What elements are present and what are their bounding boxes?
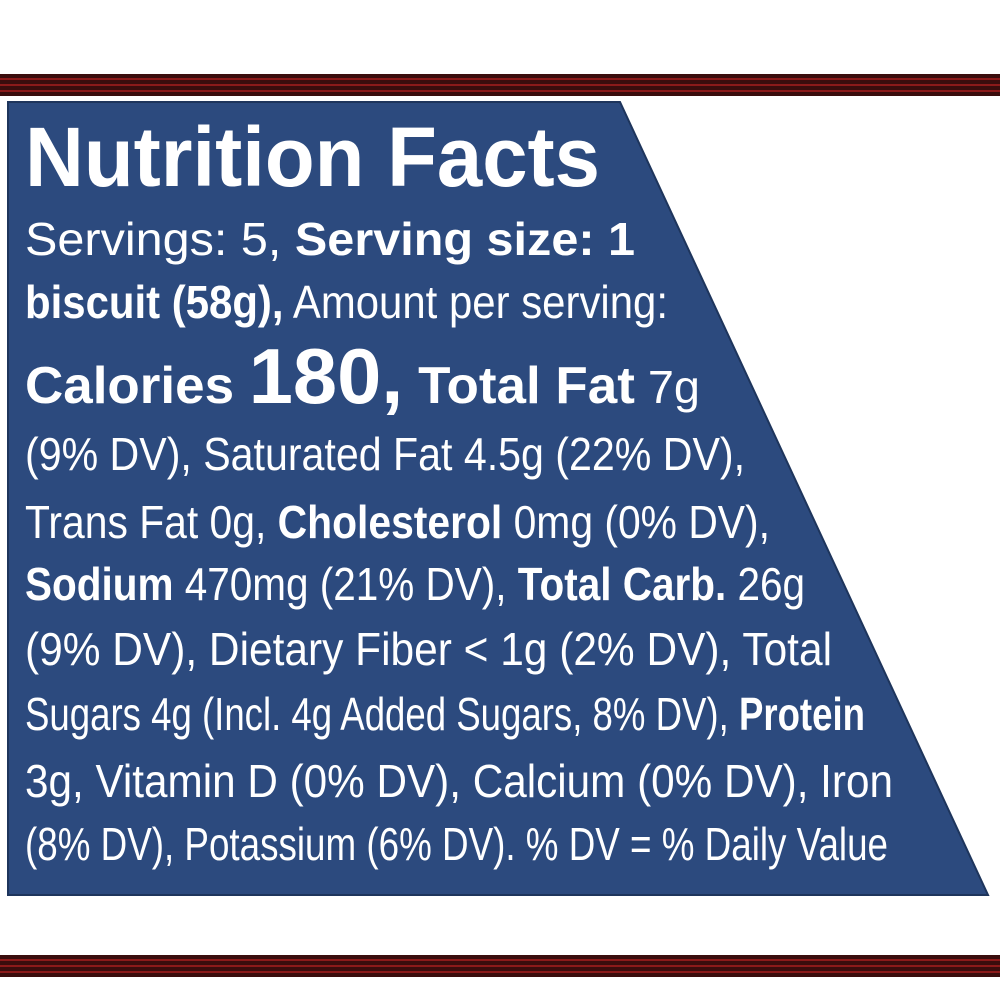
bold-text: Calories [25,357,249,415]
text: Servings: 5, [25,213,295,265]
bold-text: 180, [249,332,404,420]
bold-text: Serving size: 1 [295,213,635,265]
text: (9% DV), Dietary Fiber < 1g (2% DV), Tot… [25,623,832,675]
bold-text: Sodium [25,558,173,610]
text: 3g, Vitamin D (0% DV), Calcium (0% DV), … [25,755,893,807]
text: 0mg (0% DV), [502,496,770,548]
text-line: 3g, Vitamin D (0% DV), Calcium (0% DV), … [25,755,893,807]
text-line: (9% DV), Saturated Fat 4.5g (22% DV), [25,428,745,480]
title: Nutrition Facts [25,110,600,204]
text: Sugars 4g (Incl. 4g Added Sugars, 8% DV)… [25,688,739,740]
bold-text: biscuit (58g), [25,276,284,328]
text-line: Servings: 5, Serving size: 1 [25,213,635,265]
text-line: biscuit (58g), Amount per serving: [25,276,668,328]
text: (8% DV), Potassium (6% DV). % DV = % Dai… [25,818,888,870]
text: Amount per serving: [284,276,668,328]
bold-text: Protein [739,688,865,740]
text: 7g [635,361,700,413]
text: (9% DV), Saturated Fat 4.5g (22% DV), [25,428,745,480]
text: Trans Fat 0g, [25,496,278,548]
bold-text: Total Carb. [518,558,726,610]
bold-text: Total Fat [403,357,634,415]
text-line: Sodium 470mg (21% DV), Total Carb. 26g [25,558,805,610]
text-line: (8% DV), Potassium (6% DV). % DV = % Dai… [25,818,888,870]
bold-text: Cholesterol [278,496,503,548]
text-line: Sugars 4g (Incl. 4g Added Sugars, 8% DV)… [25,688,865,740]
text-line: Trans Fat 0g, Cholesterol 0mg (0% DV), [25,496,770,548]
text-line: (9% DV), Dietary Fiber < 1g (2% DV), Tot… [25,623,832,675]
text: 470mg (21% DV), [173,558,517,610]
text-line: Calories 180, Total Fat 7g [25,332,700,420]
text: 26g [726,558,805,610]
label-panel [7,101,990,896]
